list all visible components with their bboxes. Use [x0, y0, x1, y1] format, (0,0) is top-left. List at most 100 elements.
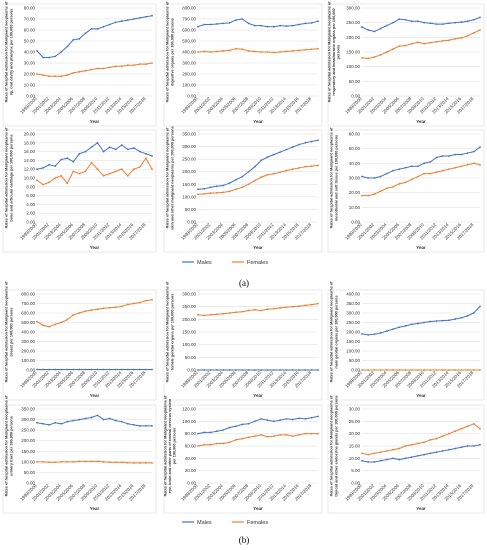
chart-b5-series-males-point: [222, 429, 225, 431]
chart-a3: Rates of hospital admission for Malignan…: [327, 1, 485, 127]
chart-b1-series-females-point: [120, 305, 123, 308]
chart-b3-series-males-line: [361, 306, 481, 336]
chart-a5-frame: [163, 129, 323, 253]
chart-a1-series-females-line: [36, 62, 153, 77]
chart-a3-ytick: 50.00: [349, 79, 361, 84]
chart-a5-series-males-point: [279, 151, 282, 154]
chart-a1-series-males-point: [114, 21, 117, 24]
chart-a2-series-females-point: [304, 48, 307, 51]
chart-b5-series-males-line: [197, 415, 319, 435]
chart-b2-series-females-point: [317, 302, 319, 305]
chart-a1-ytick: 50.00: [24, 39, 36, 44]
chart-a6-series-males-point: [479, 146, 481, 149]
chart-a2-ytick: 0.00: [187, 94, 196, 99]
chart-a2-series-females-point: [272, 51, 275, 54]
chart-a1-ytick: 0.00: [26, 94, 35, 99]
chart-b6-series-females-point: [429, 438, 432, 441]
chart-a1-series-males-point: [72, 39, 75, 41]
chart-a2-series-males-point: [291, 24, 294, 27]
chart-a5-ylabel: Rates of hospital admission for Malignan…: [166, 126, 175, 229]
chart-b1-ytick: 0.00: [26, 368, 35, 373]
chart-a1-series-males-point: [132, 18, 135, 20]
chart-a2-series-females-point: [260, 51, 263, 53]
chart-a6-series-females-point: [416, 175, 419, 178]
chart-a4-ylabel-line: Rates of hospital admission for Malignan…: [5, 127, 9, 229]
chart-a3-ytick: 200.00: [346, 35, 360, 40]
chart-b1: Rates of hospital admission for Malignan…: [2, 281, 157, 401]
chart-a5-ytick: 100.00: [182, 194, 196, 199]
chart-a1-series-males-point: [96, 28, 99, 30]
chart-a5-series-males-point: [216, 185, 218, 188]
chart-b4-frame: [2, 404, 157, 514]
chart-a4-series-males-point: [114, 148, 117, 151]
chart-b1-series-males-point: [108, 368, 111, 371]
chart-b1-series-females-point: [42, 324, 44, 327]
chart-a3-ytick: 0.00: [351, 94, 360, 99]
chart-b5-ytick: 20.00: [185, 468, 197, 473]
chart-b2-series-females-point: [279, 307, 282, 309]
chart-a4-series-females-point: [72, 170, 75, 173]
chart-b3-series-females-point: [361, 369, 363, 371]
chart-b1-series-males-point: [48, 368, 51, 371]
chart-a4-ytick: 2.00: [26, 211, 35, 216]
chart-b5-series-males-point: [253, 420, 256, 423]
chart-b4-series-males-point: [138, 425, 141, 427]
chart-a4-series-females-point: [151, 168, 153, 171]
chart-a6-series-females-point: [385, 187, 388, 190]
chart-b5-series-males-point: [310, 416, 313, 419]
chart-b3-ylabel-line: male genital organs per 100,000 persons: [334, 295, 338, 368]
chart-a1-series-males-point: [78, 37, 81, 40]
chart-b2-series-females-point: [298, 305, 300, 308]
chart-b4-series-males-point: [60, 422, 63, 425]
chart-a2-series-females-point: [228, 49, 231, 52]
chart-b2-series-males-point: [272, 369, 275, 371]
chart-a5-series-males-point: [197, 188, 199, 191]
chart-b6-series-males-point: [361, 459, 363, 462]
chart-a6-series-females-point: [454, 166, 457, 169]
chart-b2-series-males-point: [228, 369, 231, 371]
chart-b1-series-females-point: [114, 306, 117, 309]
chart-b5-series-males-point: [317, 415, 319, 418]
chart-a2-series-males-point: [253, 24, 256, 27]
chart-b2-series-males-point: [222, 369, 225, 371]
chart-a1-series-females-point: [90, 68, 93, 71]
chart-b6-ytick: 20.00: [349, 431, 361, 436]
chart-a4-series-females-point: [66, 182, 69, 185]
chart-a1-ytick: 60.00: [24, 28, 36, 33]
chart-a1-series-females-point: [102, 67, 105, 70]
chart-b4: Rates of hospital admission for Malignan…: [2, 395, 157, 514]
chart-b5-series-females-point: [247, 436, 250, 439]
chart-b2-series-males-point: [266, 369, 269, 371]
chart-b2-series-females-point: [266, 308, 269, 311]
chart-b4-series-males-point: [42, 422, 44, 425]
chart-a5: Rates of hospital admission for Malignan…: [163, 126, 323, 253]
chart-a6-series-males-point: [361, 175, 363, 178]
chart-b3-series-males-point: [361, 333, 363, 335]
chart-b5-series-females-point: [197, 445, 199, 447]
chart-a2-series-females-point: [298, 49, 300, 52]
chart-b4-series-males-point: [114, 419, 117, 422]
chart-b2-ylabel: Rates of hospital admission for Malignan…: [166, 281, 175, 383]
chart-a1-series-females-point: [132, 64, 135, 67]
chart-a5-ytick: 350.00: [182, 132, 196, 137]
chart-b1-series-males-point: [96, 368, 99, 371]
chart-a6-series-males-point: [398, 168, 401, 171]
chart-a5-series-males-point: [222, 184, 225, 187]
chart-a5-series-females-point: [285, 169, 288, 172]
chart-b1-series-females-point: [126, 303, 129, 306]
chart-b3-ylabel: Rates of hospital admission for Malignan…: [330, 281, 339, 383]
chart-b1-series-females-point: [84, 310, 87, 312]
chart-a1-series-males-point: [36, 50, 38, 52]
chart-b3-series-males-point: [410, 323, 413, 326]
chart-b3-ytick: 350.00: [346, 301, 360, 306]
chart-b2-ytick: 50.00: [185, 355, 197, 360]
chart-a5-series-females-point: [317, 164, 319, 167]
chart-a3-series-males-point: [448, 22, 450, 25]
chart-a6-series-females-point: [429, 172, 432, 175]
chart-a3-series-males-line: [361, 16, 481, 32]
chart-a4-series-females-point: [138, 166, 141, 168]
chart-a2-series-males-point: [317, 20, 319, 23]
chart-b1-series-males-point: [72, 368, 75, 371]
chart-a3-series-males-point: [379, 27, 382, 30]
chart-a6-ylabel: Rates of hospital admission for Malignan…: [330, 127, 339, 229]
